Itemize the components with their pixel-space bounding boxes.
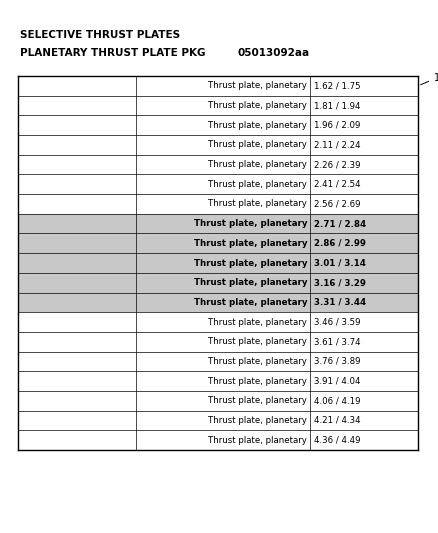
Text: 2.41 / 2.54: 2.41 / 2.54: [314, 180, 360, 189]
Text: 3.61 / 3.74: 3.61 / 3.74: [314, 337, 360, 346]
Bar: [18, 293, 418, 312]
Text: Thrust plate, planetary: Thrust plate, planetary: [208, 397, 307, 405]
Text: Thrust plate, planetary: Thrust plate, planetary: [208, 101, 307, 110]
Bar: [18, 273, 418, 293]
Text: Thrust plate, planetary: Thrust plate, planetary: [208, 318, 307, 327]
Text: 3.91 / 4.04: 3.91 / 4.04: [314, 377, 360, 385]
Text: Thrust plate, planetary: Thrust plate, planetary: [208, 180, 307, 189]
Text: 2.11 / 2.24: 2.11 / 2.24: [314, 140, 360, 149]
Text: 3.76 / 3.89: 3.76 / 3.89: [314, 357, 360, 366]
Text: Thrust plate, planetary: Thrust plate, planetary: [208, 199, 307, 208]
Text: Thrust plate, planetary: Thrust plate, planetary: [208, 357, 307, 366]
Text: 3.01 / 3.14: 3.01 / 3.14: [314, 259, 366, 268]
Text: Thrust plate, planetary: Thrust plate, planetary: [194, 278, 307, 287]
Text: 2.26 / 2.39: 2.26 / 2.39: [314, 160, 360, 169]
Text: Thrust plate, planetary: Thrust plate, planetary: [208, 377, 307, 385]
Bar: [18, 233, 418, 253]
Text: Thrust plate, planetary: Thrust plate, planetary: [208, 140, 307, 149]
Text: 1.62 / 1.75: 1.62 / 1.75: [314, 82, 360, 90]
Text: SELECTIVE THRUST PLATES: SELECTIVE THRUST PLATES: [20, 30, 180, 40]
Text: Thrust plate, planetary: Thrust plate, planetary: [194, 259, 307, 268]
Text: 1.81 / 1.94: 1.81 / 1.94: [314, 101, 360, 110]
Text: 1: 1: [420, 73, 438, 85]
Text: PLANETARY THRUST PLATE PKG: PLANETARY THRUST PLATE PKG: [20, 48, 205, 58]
Text: 4.36 / 4.49: 4.36 / 4.49: [314, 435, 360, 445]
Text: 1.96 / 2.09: 1.96 / 2.09: [314, 120, 360, 130]
Text: 2.56 / 2.69: 2.56 / 2.69: [314, 199, 360, 208]
Text: 4.21 / 4.34: 4.21 / 4.34: [314, 416, 360, 425]
Text: Thrust plate, planetary: Thrust plate, planetary: [194, 298, 307, 307]
Text: 2.86 / 2.99: 2.86 / 2.99: [314, 239, 366, 248]
Text: Thrust plate, planetary: Thrust plate, planetary: [208, 416, 307, 425]
Text: 3.16 / 3.29: 3.16 / 3.29: [314, 278, 366, 287]
Text: 4.06 / 4.19: 4.06 / 4.19: [314, 397, 360, 405]
Text: 3.31 / 3.44: 3.31 / 3.44: [314, 298, 366, 307]
Text: Thrust plate, planetary: Thrust plate, planetary: [194, 239, 307, 248]
Text: Thrust plate, planetary: Thrust plate, planetary: [208, 160, 307, 169]
Text: Thrust plate, planetary: Thrust plate, planetary: [208, 82, 307, 90]
Text: Thrust plate, planetary: Thrust plate, planetary: [194, 219, 307, 228]
Bar: [18, 253, 418, 273]
Text: 2.71 / 2.84: 2.71 / 2.84: [314, 219, 366, 228]
Text: Thrust plate, planetary: Thrust plate, planetary: [208, 337, 307, 346]
Text: Thrust plate, planetary: Thrust plate, planetary: [208, 120, 307, 130]
Text: Thrust plate, planetary: Thrust plate, planetary: [208, 435, 307, 445]
Text: 05013092aa: 05013092aa: [238, 48, 310, 58]
Bar: [18, 214, 418, 233]
Text: 3.46 / 3.59: 3.46 / 3.59: [314, 318, 360, 327]
